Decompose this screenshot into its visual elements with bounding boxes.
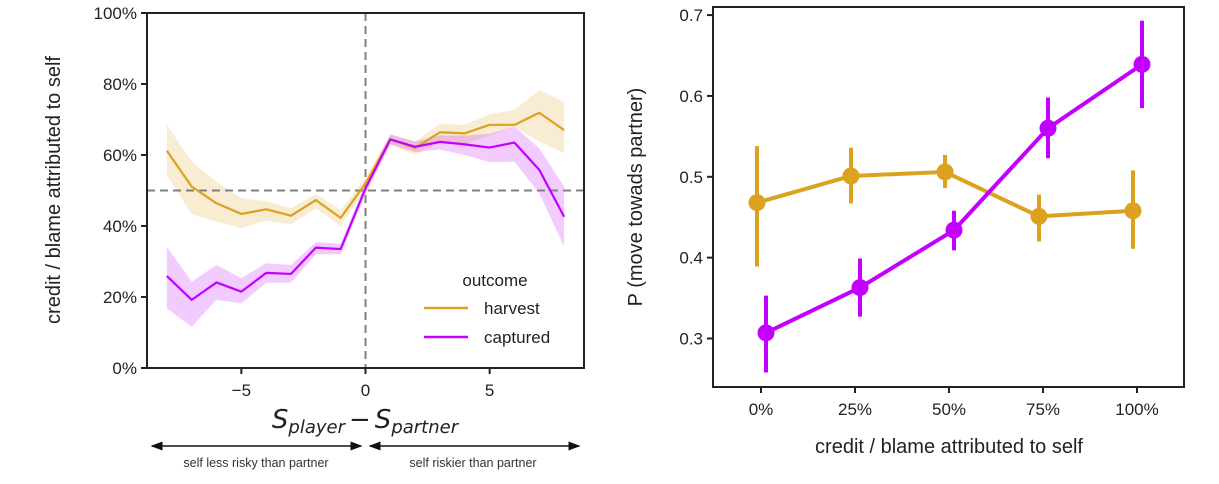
data-point-harvest	[936, 163, 954, 181]
y-tick-label: 0.3	[679, 329, 703, 348]
left-arrow-annotation: self less risky than partner	[183, 456, 328, 470]
x-tick-label: 100%	[1115, 400, 1158, 419]
y-tick-label: 80%	[103, 75, 137, 94]
left-y-axis-label: credit / blame attributed to self	[43, 56, 65, 324]
right-y-axis-label: P (move towads partner)	[625, 88, 647, 307]
data-point-captured	[1133, 55, 1151, 73]
right-x-axis-label: credit / blame attributed to self	[815, 436, 1083, 458]
data-point-harvest	[748, 194, 766, 212]
y-tick-label: 60%	[103, 146, 137, 165]
data-point-harvest	[1124, 202, 1142, 220]
legend: outcome harvest captured	[424, 271, 550, 347]
y-tick-label: 20%	[103, 288, 137, 307]
x-label-partner: partner	[390, 417, 459, 438]
x-tick-label: 25%	[838, 400, 872, 419]
y-tick-label: 0.6	[679, 87, 703, 106]
legend-title: outcome	[462, 271, 527, 290]
x-tick-label: 5	[485, 381, 494, 400]
right-chart: 0.3 0.4 0.5 0.6 0.7 0% 25% 50% 75% 100% P (move …	[625, 6, 1185, 458]
y-tick-label: 0%	[112, 359, 137, 378]
right-arrow-annotation: self riskier than partner	[409, 456, 536, 470]
x-label-player: player	[287, 417, 346, 438]
y-tick-label: 40%	[103, 217, 137, 236]
x-tick-label: −5	[232, 381, 251, 400]
x-label-s2: S	[375, 405, 392, 435]
left-x-axis-label: Splayer − Spartner	[272, 405, 460, 438]
y-tick-label: 0.7	[679, 6, 703, 25]
y-tick-label: 100%	[94, 4, 137, 23]
y-tick-label: 0.5	[679, 168, 703, 187]
data-point-harvest	[1030, 207, 1048, 225]
series-line-captured	[765, 62, 1144, 335]
data-point-captured	[851, 279, 869, 297]
ci-band-harvest	[166, 90, 565, 229]
data-point-captured	[1039, 119, 1057, 137]
ci-band-captured	[166, 126, 565, 327]
x-tick-label: 0	[361, 381, 370, 400]
x-tick-label: 75%	[1026, 400, 1060, 419]
x-tick-label: 50%	[932, 400, 966, 419]
legend-label-harvest: harvest	[484, 299, 540, 318]
y-tick-label: 0.4	[679, 249, 703, 268]
x-label-minus: −	[349, 405, 371, 435]
data-point-harvest	[842, 167, 860, 185]
data-point-captured	[945, 221, 963, 239]
data-point-captured	[757, 324, 775, 342]
left-chart: 0% 20% 40% 60% 80% 100% −5 0 5 credit / blame a…	[43, 4, 585, 470]
legend-label-captured: captured	[484, 328, 550, 347]
x-label-s1: S	[272, 405, 289, 435]
x-tick-label: 0%	[749, 400, 774, 419]
